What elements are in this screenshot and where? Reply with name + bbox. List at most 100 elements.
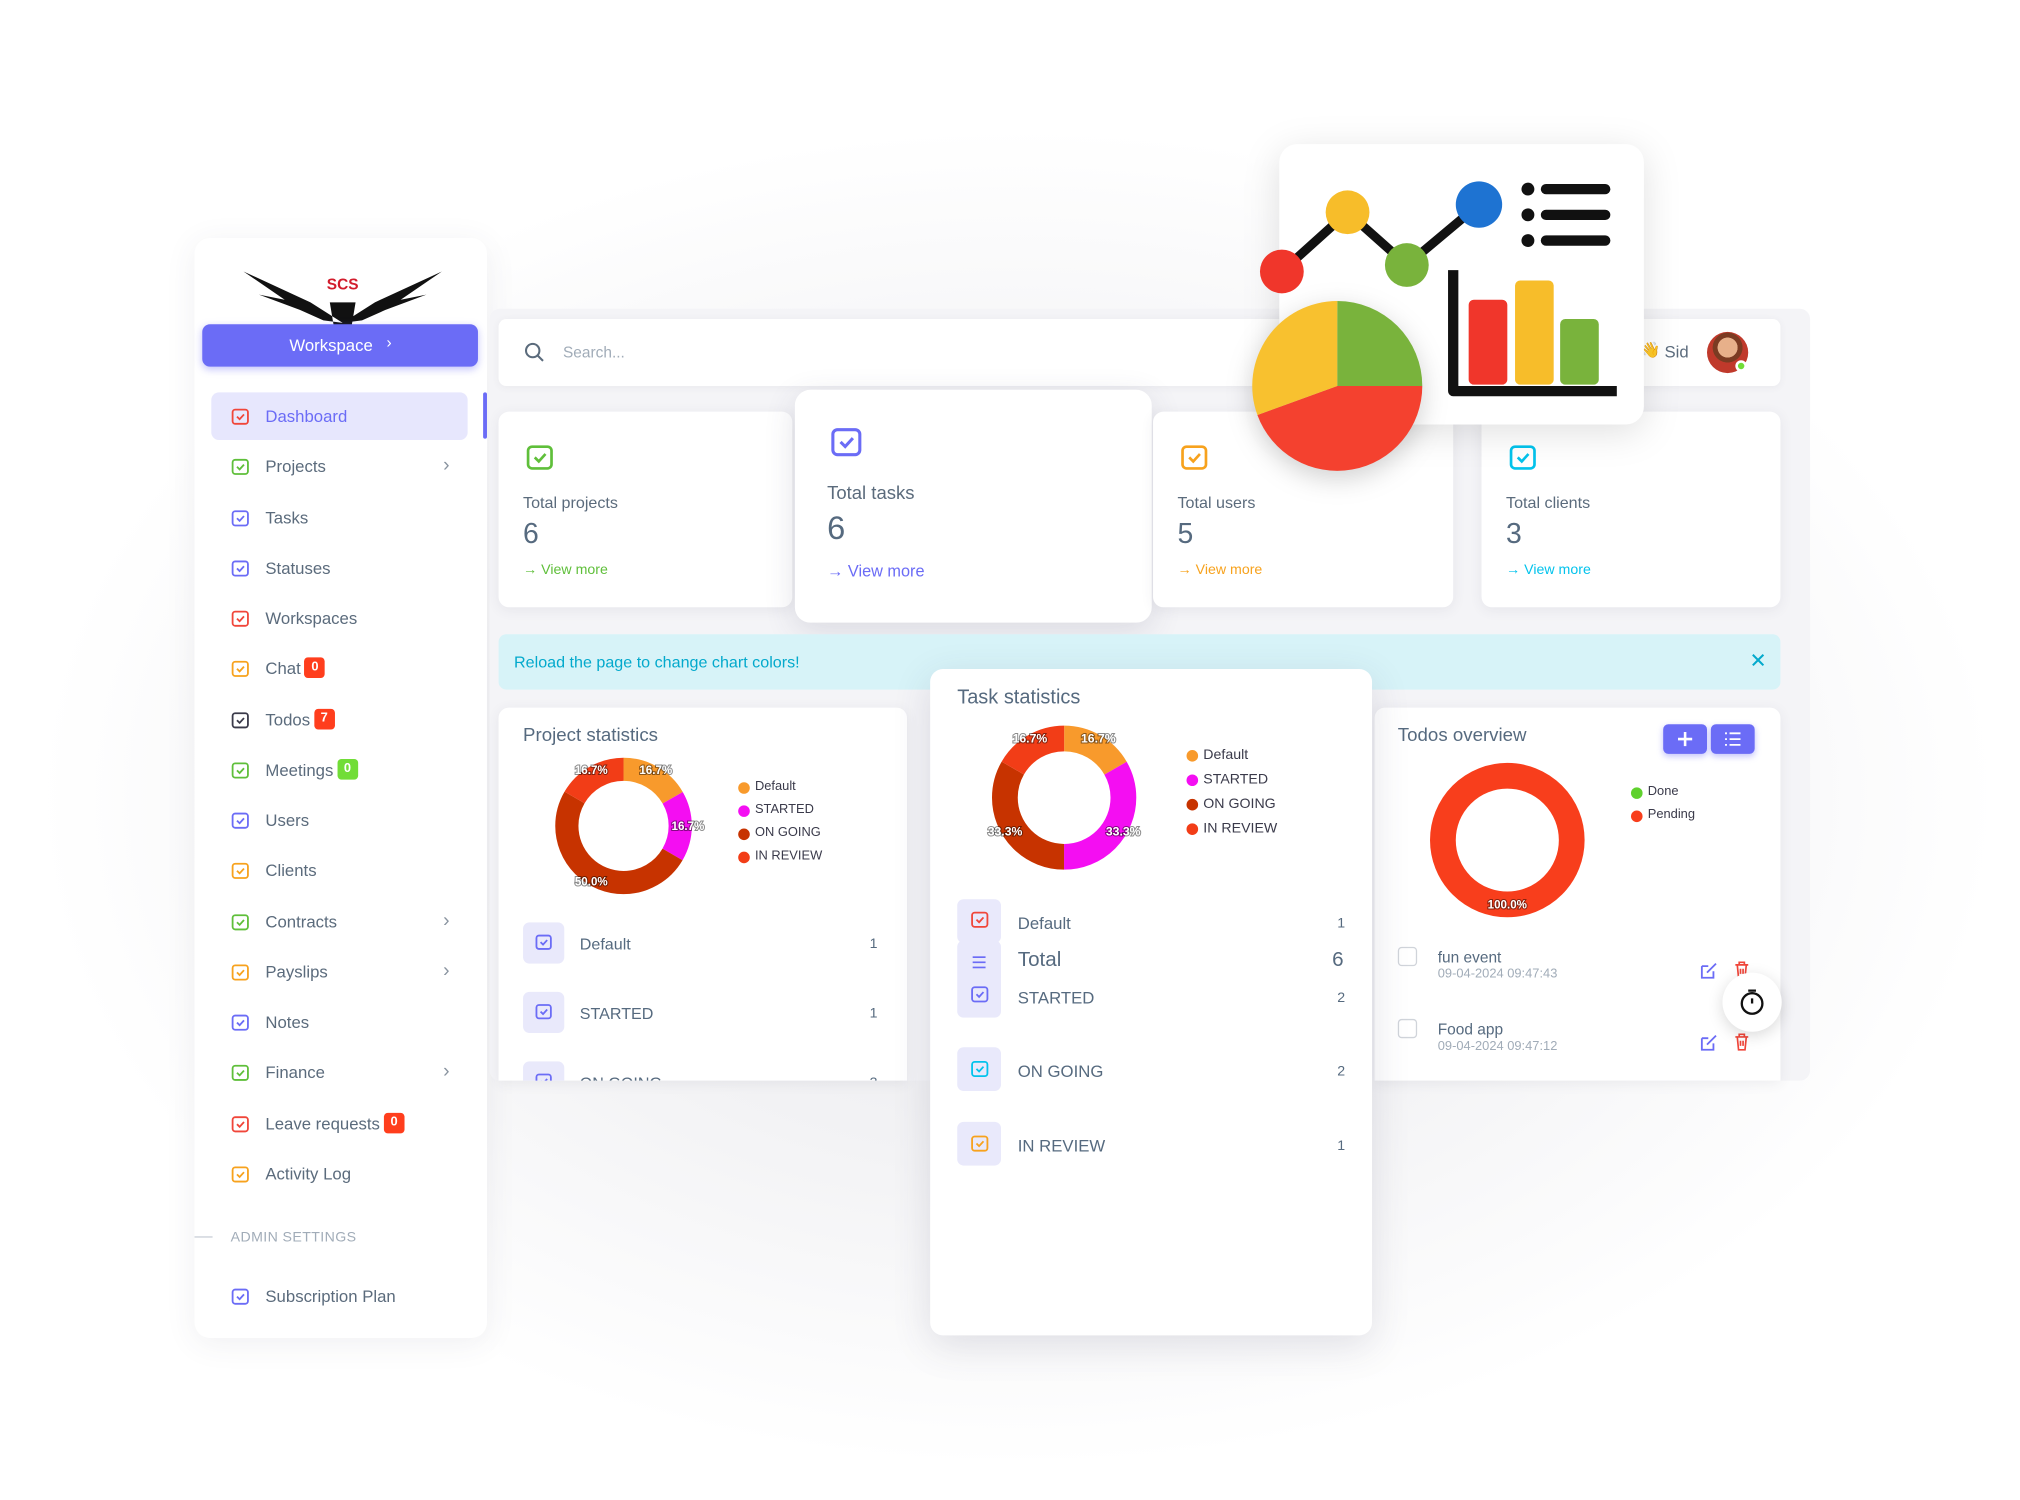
- timer-top: [1748, 989, 1756, 1004]
- menu-label: Meetings: [265, 759, 334, 780]
- button-icon: [1678, 732, 1693, 747]
- menu-label: Chat: [265, 659, 301, 679]
- icon-shape: [970, 986, 988, 1003]
- list-button[interactable]: [1710, 724, 1755, 754]
- alert-close[interactable]: ✕: [1749, 650, 1767, 673]
- icon-shape: [535, 934, 552, 950]
- view-more-link[interactable]: → View more: [1177, 562, 1263, 578]
- icon-shape: [535, 1004, 552, 1020]
- logo: SCS: [243, 271, 442, 326]
- row-icon: [523, 922, 565, 964]
- edit-button[interactable]: [1700, 1034, 1718, 1051]
- menu-icon: [231, 812, 249, 829]
- menu-item[interactable]: Chat 0: [211, 645, 467, 693]
- legend-label: Done: [1647, 784, 1679, 799]
- menu-item[interactable]: Todos 7: [211, 695, 467, 743]
- stat-icon: [1181, 445, 1208, 470]
- menu-item[interactable]: Dashboard: [211, 392, 468, 440]
- timer-button[interactable]: [1722, 972, 1782, 1032]
- edit-button[interactable]: [1700, 962, 1718, 979]
- add-button[interactable]: [1663, 724, 1707, 754]
- todo-checkbox[interactable]: [1397, 1018, 1418, 1039]
- menu-item[interactable]: Statuses: [211, 544, 467, 592]
- list-bar: [1540, 235, 1611, 246]
- row-count: 1: [869, 936, 878, 953]
- menu-item[interactable]: Tasks: [211, 493, 467, 541]
- menu-item[interactable]: Contracts ›: [211, 897, 467, 945]
- timer-icon: [1740, 989, 1764, 1015]
- delete-glyph: [1735, 1033, 1749, 1051]
- menu-item[interactable]: Projects ›: [211, 443, 467, 491]
- row-count: 3: [870, 1076, 878, 1081]
- row-icon: [523, 991, 565, 1034]
- card-title: Task statistics: [957, 686, 1081, 709]
- menu-item[interactable]: Clients: [211, 847, 467, 895]
- icon-detail: [236, 1120, 245, 1128]
- online-dot: [1735, 360, 1747, 372]
- donut-label: 100.0%: [1488, 899, 1527, 911]
- view-more-link[interactable]: → View more: [827, 562, 925, 581]
- row-icon: [957, 1121, 1002, 1166]
- menu-item[interactable]: Activity Log: [211, 1150, 467, 1198]
- icon-shape: [231, 1115, 249, 1132]
- alert-text: Reload the page to change chart colors!: [514, 653, 800, 672]
- view-more-link[interactable]: → View more: [1506, 562, 1591, 578]
- chevron: ›: [443, 454, 450, 477]
- donut-segment: [1430, 762, 1585, 918]
- donut-label: 16.7%: [672, 821, 705, 833]
- stat-value: 6: [523, 517, 539, 550]
- avatar[interactable]: [1706, 331, 1749, 374]
- link-text: View more: [1195, 562, 1263, 578]
- todos-overview-card: Todos overview 100.0% Done Pending fun event…: [1374, 707, 1781, 1081]
- icon-detail: [236, 918, 245, 926]
- legend-label: ON GOING: [754, 825, 821, 841]
- stat-label: Total tasks: [827, 484, 915, 505]
- menu-item[interactable]: Users: [211, 796, 467, 844]
- card-title: Project statistics: [523, 725, 658, 747]
- icon-shape: [970, 1135, 988, 1152]
- menu-item[interactable]: Finance ›: [211, 1049, 467, 1097]
- menu-item[interactable]: Workspaces: [211, 594, 467, 642]
- row-glyph: [535, 934, 552, 950]
- donut-chart: 16.7% 33.3% 33.3% 16.7%: [987, 725, 1142, 870]
- icon-shape: [231, 459, 249, 476]
- delete-button[interactable]: [1734, 1033, 1749, 1051]
- icon-detail: [539, 939, 548, 946]
- menu-item[interactable]: Notes: [211, 998, 467, 1046]
- todo-checkbox[interactable]: [1397, 946, 1418, 967]
- menu-item[interactable]: Leave requests 0: [211, 1099, 467, 1147]
- legend-dot: [1630, 787, 1643, 799]
- icon-detail: [236, 969, 245, 976]
- icon-shape: [970, 1060, 988, 1077]
- menu-badge: 0: [383, 1112, 405, 1133]
- menu-item[interactable]: Payslips ›: [211, 948, 467, 996]
- menu-item[interactable]: Meetings 0: [211, 746, 467, 794]
- legend-dot: [1186, 823, 1199, 835]
- icon-detail: [539, 1008, 548, 1016]
- search-input[interactable]: Search...: [562, 343, 625, 362]
- menu-icon: [231, 711, 249, 728]
- row-label: STARTED: [1017, 987, 1095, 1007]
- link-text: View more: [541, 562, 608, 578]
- menu-item[interactable]: Subscription Plan: [211, 1272, 467, 1320]
- menu-label: Dashboard: [265, 406, 348, 426]
- workspace-button[interactable]: Workspace ›: [202, 324, 478, 367]
- icon-detail: [236, 514, 245, 522]
- menu-badge: 0: [337, 758, 358, 780]
- user-name: Sid: [1664, 342, 1689, 362]
- stat-card: Total projects 6 → View more: [498, 411, 793, 608]
- row-icon: [957, 940, 1002, 985]
- illustration-bar: [1515, 280, 1554, 385]
- legend-dot: [1630, 810, 1643, 823]
- legend-dot: [738, 782, 750, 794]
- icon-detail: [236, 1293, 245, 1301]
- donut-label: 16.7%: [639, 765, 672, 777]
- menu-icon: [231, 863, 249, 880]
- donut-label: 16.7%: [1081, 731, 1116, 745]
- menu-icon: [231, 964, 249, 981]
- row-glyph: [535, 1073, 552, 1081]
- view-more-link[interactable]: → View more: [523, 562, 608, 578]
- chevron: ›: [386, 333, 392, 352]
- menu-label: Finance: [265, 1062, 325, 1083]
